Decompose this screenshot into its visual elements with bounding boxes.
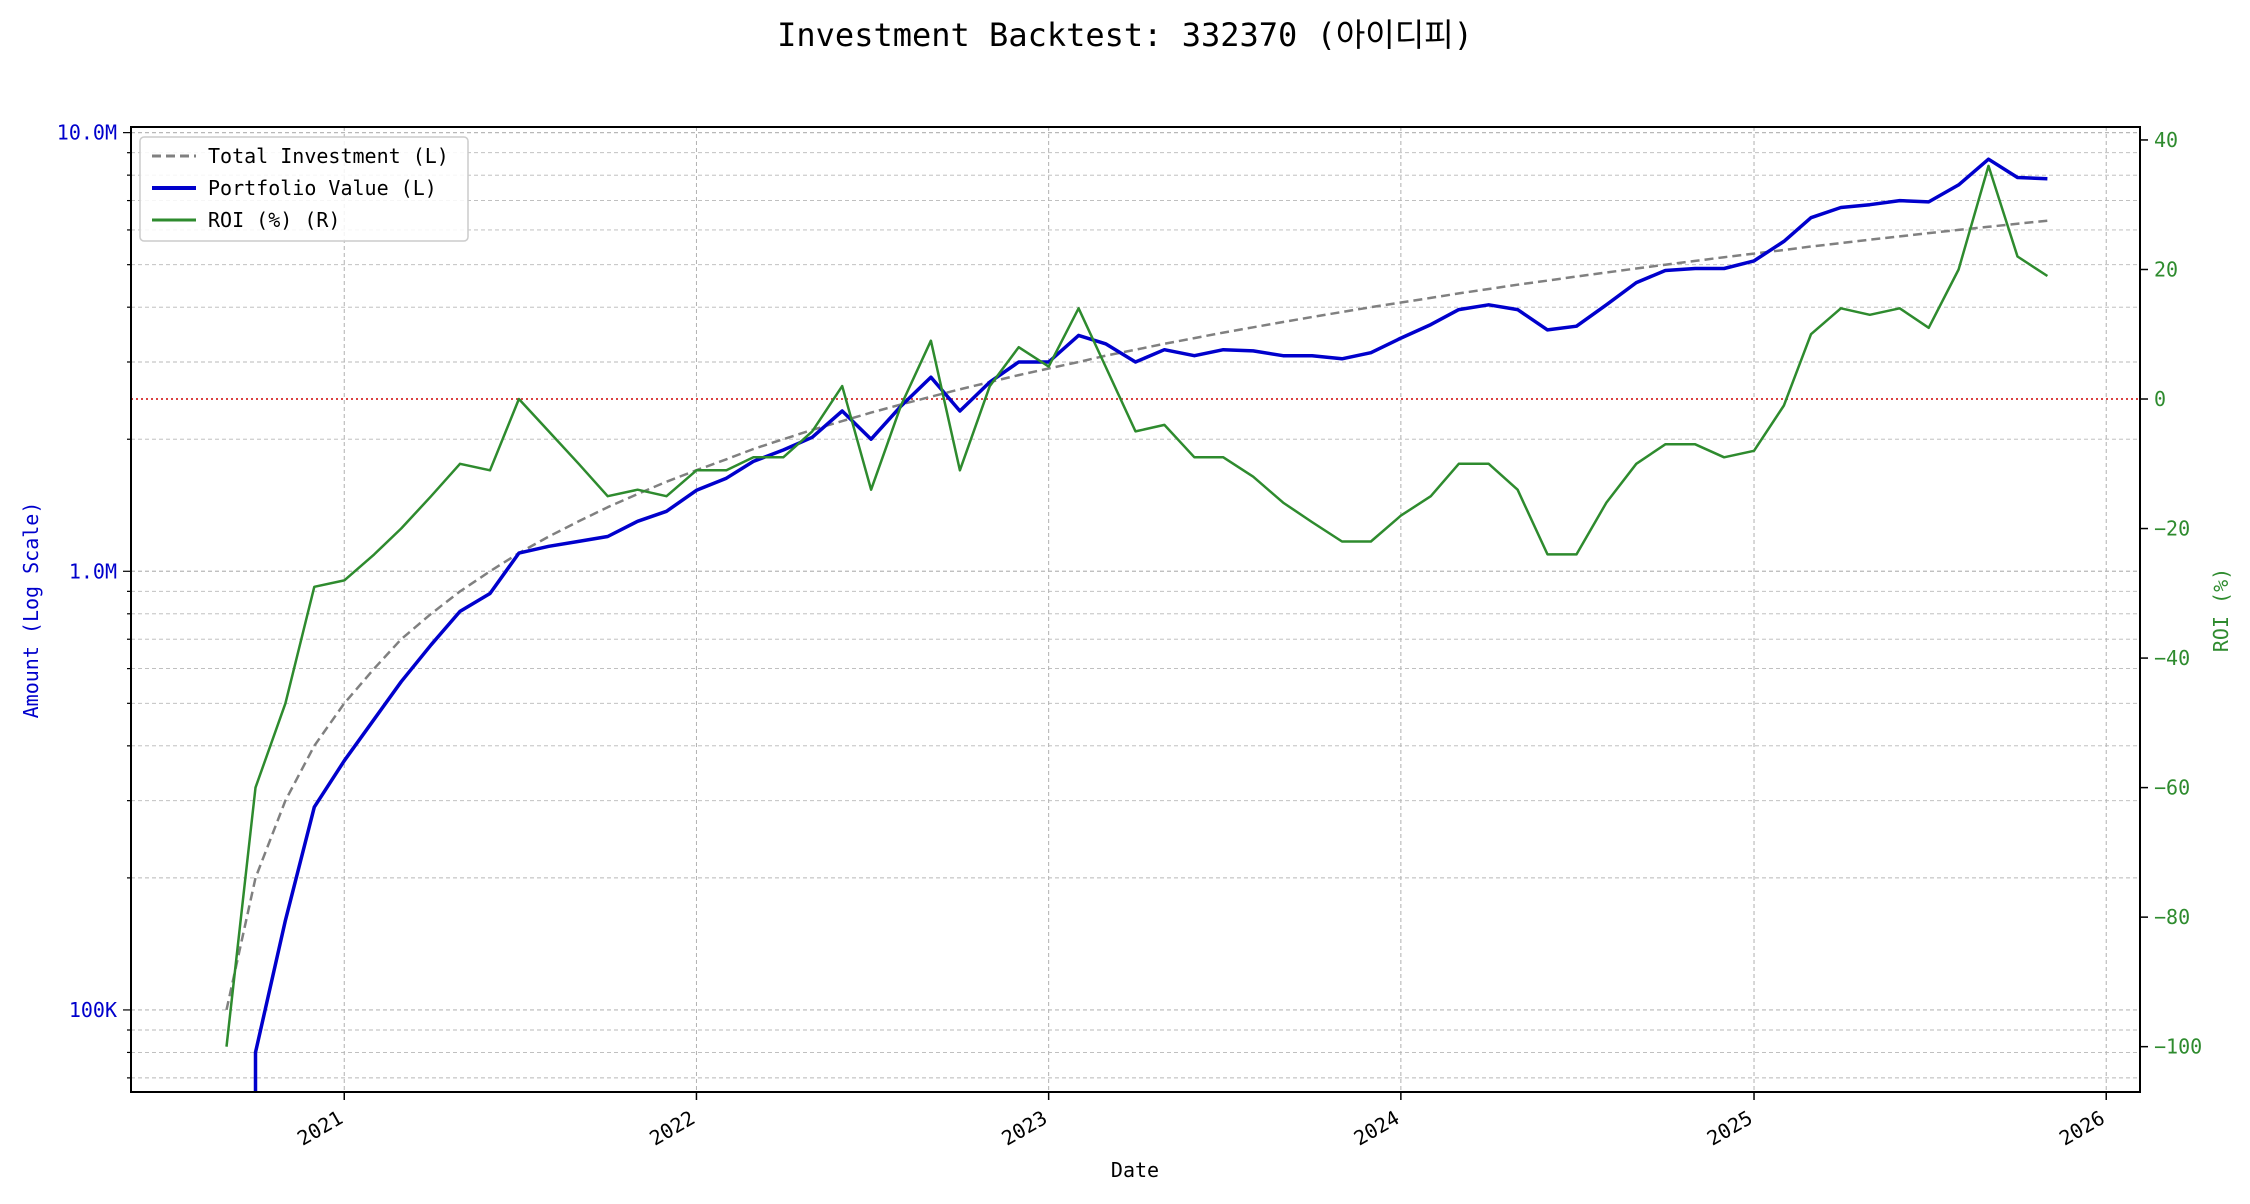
x-tick-label: 2022: [645, 1106, 699, 1151]
series-portfolio-value: [253, 157, 2048, 1092]
legend-box: [139, 136, 469, 242]
right-tick-label: 20: [2154, 257, 2178, 281]
legend: Total Investment (L) Portfolio Value (L)…: [139, 136, 469, 242]
right-tick-label: −100: [2154, 1035, 2202, 1059]
right-tick-label: −80: [2154, 905, 2190, 929]
x-tick-label: 2025: [1703, 1106, 1757, 1151]
series-layer: [225, 157, 2049, 1092]
legend-label-portfolio-value: Portfolio Value (L): [208, 176, 437, 200]
right-tick-label: −40: [2154, 646, 2190, 670]
right-tick-label: −60: [2154, 776, 2190, 800]
x-tick-label: 2021: [293, 1106, 347, 1151]
right-axis-label: ROI (%): [2209, 568, 2233, 652]
legend-label-total-investment: Total Investment (L): [208, 144, 449, 168]
x-tick-label: 2026: [2055, 1106, 2109, 1151]
x-tick-label: 2023: [997, 1106, 1051, 1151]
x-tick-label: 2024: [1350, 1106, 1404, 1151]
plot-frame: [130, 126, 2141, 1093]
right-tick-label: 0: [2154, 387, 2166, 411]
right-tick-label: −20: [2154, 517, 2190, 541]
series-roi: [225, 164, 2049, 1047]
left-tick-label: 1.0M: [69, 559, 117, 583]
chart-title: Investment Backtest: 332370 (아이디피): [777, 16, 1473, 54]
right-tick-label: 40: [2154, 128, 2178, 152]
legend-label-roi: ROI (%) (R): [208, 208, 340, 232]
left-tick-label: 10.0M: [57, 121, 117, 145]
series-total-investment: [225, 219, 2048, 1011]
left-tick-label: 100K: [69, 998, 117, 1022]
axes: 2021 2022 2023 2024 2025 2026 100K 1.0M 10.0M −10…: [57, 121, 2202, 1151]
x-axis-label: Date: [1111, 1158, 1159, 1182]
grid: [131, 127, 2140, 1092]
left-axis-label: Amount (Log Scale): [19, 502, 43, 719]
